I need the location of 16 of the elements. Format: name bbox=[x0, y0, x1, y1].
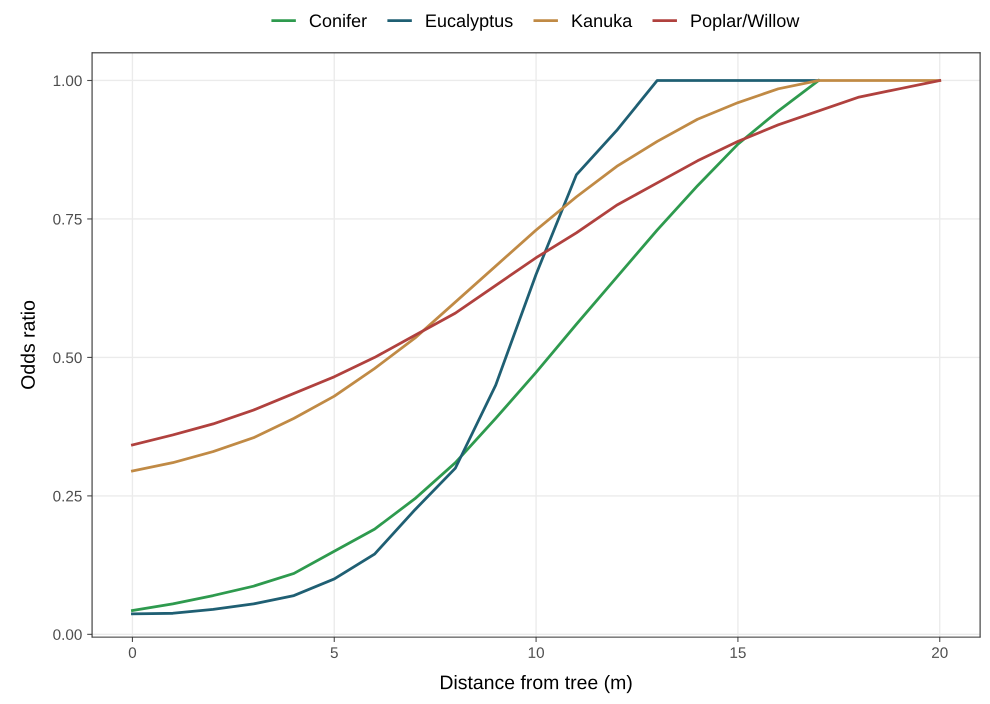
x-tick-label: 5 bbox=[330, 647, 338, 658]
x-axis-title: Distance from tree (m) bbox=[440, 674, 632, 694]
legend-label: Kanuka bbox=[572, 14, 632, 28]
y-tick-label: 0.00 bbox=[53, 629, 82, 640]
y-tick-label: 0.50 bbox=[53, 352, 82, 364]
x-tick-label: 10 bbox=[528, 647, 544, 658]
y-tick-label: 0.75 bbox=[53, 214, 82, 225]
x-tick-label: 15 bbox=[730, 647, 746, 658]
y-tick-label: 0.25 bbox=[53, 490, 82, 502]
legend-label: Eucalyptus bbox=[426, 14, 513, 31]
legend-label: Poplar/Willow bbox=[691, 14, 800, 31]
legend-label: Conifer bbox=[310, 14, 367, 28]
x-tick-label: 0 bbox=[128, 647, 136, 658]
y-tick-label: 1.00 bbox=[54, 75, 82, 86]
y-axis-title: Odds ratio bbox=[20, 300, 35, 389]
x-tick-label: 20 bbox=[932, 647, 948, 658]
